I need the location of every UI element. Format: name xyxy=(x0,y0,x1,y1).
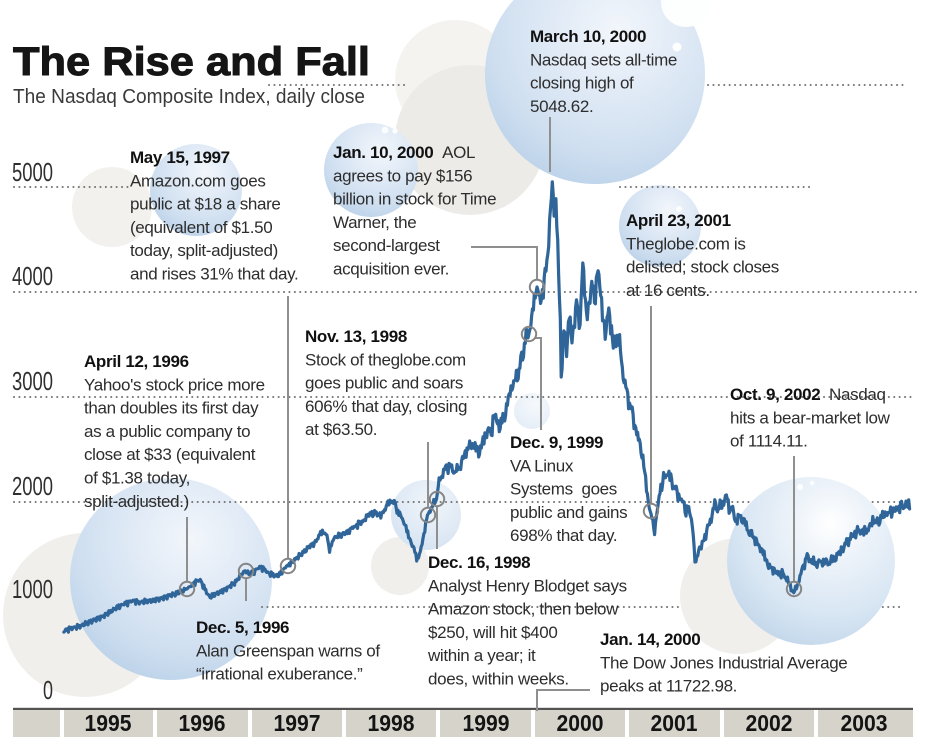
svg-text:Amazon stock, then below: Amazon stock, then below xyxy=(428,600,619,619)
svg-text:Oct. 9, 2002 Nasdaq: Oct. 9, 2002 Nasdaq xyxy=(730,385,886,404)
svg-text:3000: 3000 xyxy=(12,366,53,396)
svg-text:2000: 2000 xyxy=(557,710,604,736)
svg-text:Nov. 13, 1998: Nov. 13, 1998 xyxy=(305,327,407,346)
svg-text:acquisition ever.: acquisition ever. xyxy=(333,260,449,279)
svg-text:Dec. 9, 1999: Dec. 9, 1999 xyxy=(510,433,603,452)
svg-text:5000: 5000 xyxy=(12,157,53,187)
svg-text:Jan. 10, 2000 AOL: Jan. 10, 2000 AOL xyxy=(333,143,475,162)
svg-text:April 23, 2001: April 23, 2001 xyxy=(626,211,731,230)
svg-text:Jan. 14, 2000: Jan. 14, 2000 xyxy=(600,630,700,649)
svg-text:698% that day.: 698% that day. xyxy=(510,526,617,545)
svg-text:2002: 2002 xyxy=(746,710,793,736)
svg-text:at $63.50.: at $63.50. xyxy=(305,420,377,439)
svg-text:5048.62.: 5048.62. xyxy=(530,97,593,116)
svg-text:606% that day, closing: 606% that day, closing xyxy=(305,397,467,416)
svg-text:May 15, 1997: May 15, 1997 xyxy=(130,148,230,167)
svg-text:Alan Greenspan warns of: Alan Greenspan warns of xyxy=(196,641,380,660)
svg-text:Yahoo's stock price more: Yahoo's stock price more xyxy=(84,375,265,394)
svg-text:$250, will hit $400: $250, will hit $400 xyxy=(428,623,557,642)
svg-text:1996: 1996 xyxy=(179,710,226,736)
svg-text:The Rise and Fall: The Rise and Fall xyxy=(13,40,370,84)
svg-text:second-largest: second-largest xyxy=(333,236,440,255)
svg-text:Amazon.com goes: Amazon.com goes xyxy=(130,171,266,190)
svg-text:2003: 2003 xyxy=(841,710,888,736)
svg-text:1997: 1997 xyxy=(274,710,321,736)
svg-text:Analyst Henry Blodget says: Analyst Henry Blodget says xyxy=(428,576,627,595)
svg-text:1999: 1999 xyxy=(463,710,510,736)
svg-text:April 12, 1996: April 12, 1996 xyxy=(84,352,189,371)
svg-text:does, within weeks.: does, within weeks. xyxy=(428,670,569,689)
svg-text:Warner, the: Warner, the xyxy=(333,213,416,232)
svg-text:than doubles its first day: than doubles its first day xyxy=(84,399,259,418)
svg-text:and rises 31% that day.: and rises 31% that day. xyxy=(130,265,298,284)
svg-text:within a year; it: within a year; it xyxy=(427,646,536,665)
svg-text:delisted; stock closes: delisted; stock closes xyxy=(626,258,779,277)
svg-text:hits a bear-market low: hits a bear-market low xyxy=(730,408,891,427)
svg-text:public at $18 a share: public at $18 a share xyxy=(130,195,280,214)
svg-text:of 1114.11.: of 1114.11. xyxy=(730,432,807,451)
svg-text:0: 0 xyxy=(43,675,53,705)
svg-text:split-adjusted.): split-adjusted.) xyxy=(84,492,189,511)
svg-text:1000: 1000 xyxy=(12,574,53,604)
svg-text:Dec. 5, 1996: Dec. 5, 1996 xyxy=(196,618,289,637)
svg-text:The Nasdaq Composite Index, da: The Nasdaq Composite Index, daily close xyxy=(13,86,365,108)
svg-text:1998: 1998 xyxy=(368,710,415,736)
svg-text:today, split-adjusted): today, split-adjusted) xyxy=(130,241,278,260)
svg-text:“irrational exuberance.”: “irrational exuberance.” xyxy=(196,665,363,684)
svg-text:VA Linux: VA Linux xyxy=(510,456,574,475)
svg-text:closing high of: closing high of xyxy=(530,74,634,93)
svg-text:2000: 2000 xyxy=(12,471,53,501)
svg-text:agrees to pay $156: agrees to pay $156 xyxy=(333,166,472,185)
svg-text:public and gains: public and gains xyxy=(510,503,627,522)
svg-text:billion in stock for Time: billion in stock for Time xyxy=(333,190,496,209)
svg-text:peaks at 11722.98.: peaks at 11722.98. xyxy=(600,677,737,696)
svg-text:Stock of theglobe.com: Stock of theglobe.com xyxy=(305,350,466,369)
svg-text:goes public and soars: goes public and soars xyxy=(305,374,463,393)
svg-text:at 16 cents.: at 16 cents. xyxy=(626,281,710,300)
svg-text:4000: 4000 xyxy=(12,261,53,291)
svg-text:1995: 1995 xyxy=(85,710,132,736)
svg-text:The Dow Jones Industrial Avera: The Dow Jones Industrial Average xyxy=(600,653,847,672)
svg-text:March 10, 2000: March 10, 2000 xyxy=(530,27,646,46)
svg-text:Dec. 16, 1998: Dec. 16, 1998 xyxy=(428,553,530,572)
svg-text:of $1.38 today,: of $1.38 today, xyxy=(84,469,190,488)
svg-text:(equivalent of $1.50: (equivalent of $1.50 xyxy=(130,218,272,237)
svg-text:2001: 2001 xyxy=(651,710,698,736)
svg-text:Theglobe.com is: Theglobe.com is xyxy=(626,234,745,253)
svg-text:Nasdaq sets all-time: Nasdaq sets all-time xyxy=(530,50,677,69)
svg-text:close at $33 (equivalent: close at $33 (equivalent xyxy=(84,445,256,464)
svg-text:Systems goes: Systems goes xyxy=(510,480,617,499)
svg-text:as a public company to: as a public company to xyxy=(84,422,250,441)
